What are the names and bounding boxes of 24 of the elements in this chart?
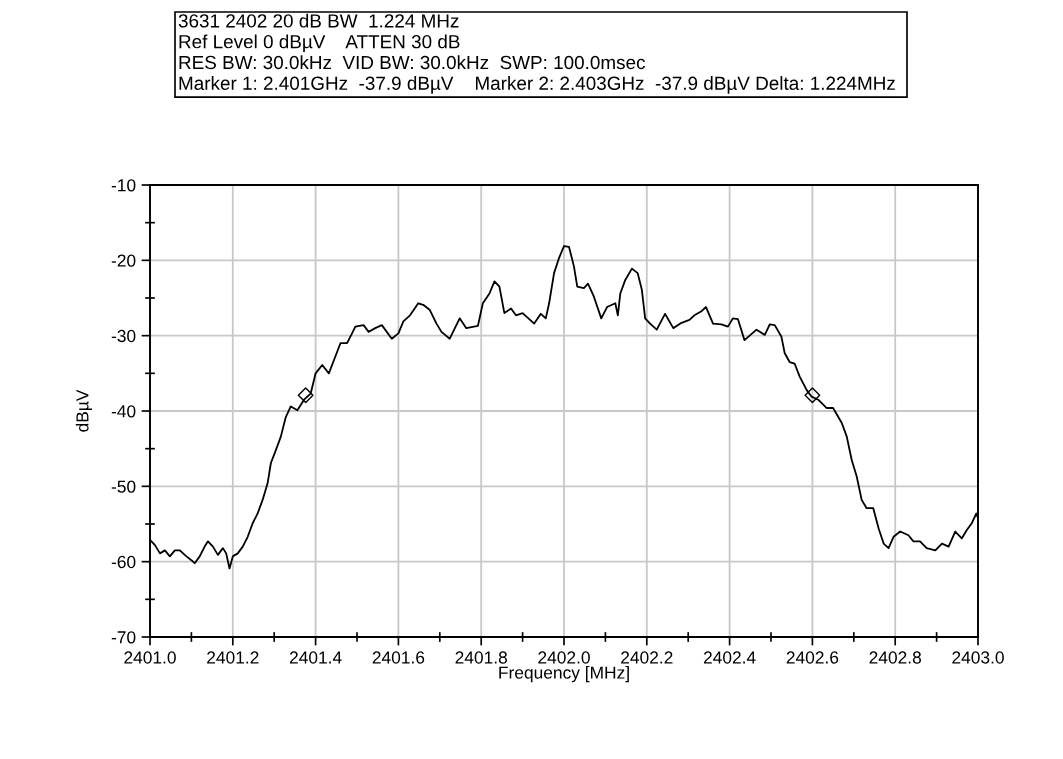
x-tick-label: 2401.0 [124, 651, 176, 664]
y-tick-label: -50 [111, 480, 136, 493]
y-tick-label: -30 [111, 329, 136, 343]
y-tick-label: -40 [111, 405, 136, 418]
text: RES BW: 30.0kHz VID BW: 30.0kHz SWP: 100.0msec [179, 55, 645, 70]
text: Ref Level 0 dBµV ATTEN 30 dB [179, 34, 460, 53]
y-tick-label: -20 [111, 254, 136, 267]
x-tick-label: 2401.6 [372, 651, 425, 664]
y-tick-label: -60 [111, 555, 136, 569]
x-tick-label: 2401.4 [289, 651, 342, 664]
x-tick-label: 2402.4 [703, 651, 756, 664]
y-tick-label: -70 [111, 631, 136, 644]
x-axis-title: Frequency [MHz] [499, 666, 629, 683]
x-tick-label: 2401.8 [455, 651, 507, 664]
x-tick-label: 2403.0 [952, 651, 1004, 664]
y-tick-label: -10 [111, 179, 136, 192]
x-tick-label: 2402.8 [869, 651, 921, 664]
text: Marker 1: 2.401GHz -37.9 dBµV Marker 2: 2.403GHz -37.9 dBµV Delta: 1.224MHz [179, 76, 895, 94]
x-tick-label: 2401.2 [207, 651, 259, 664]
x-tick-label: 2402.6 [786, 651, 839, 664]
chart-title: 3631 2402 20 dB BW 1.224 MHz [178, 13, 459, 28]
y-axis-title: dBµV [75, 389, 92, 432]
x-tick-label: 2402.0 [538, 651, 590, 664]
x-tick-label: 2402.2 [621, 651, 673, 664]
